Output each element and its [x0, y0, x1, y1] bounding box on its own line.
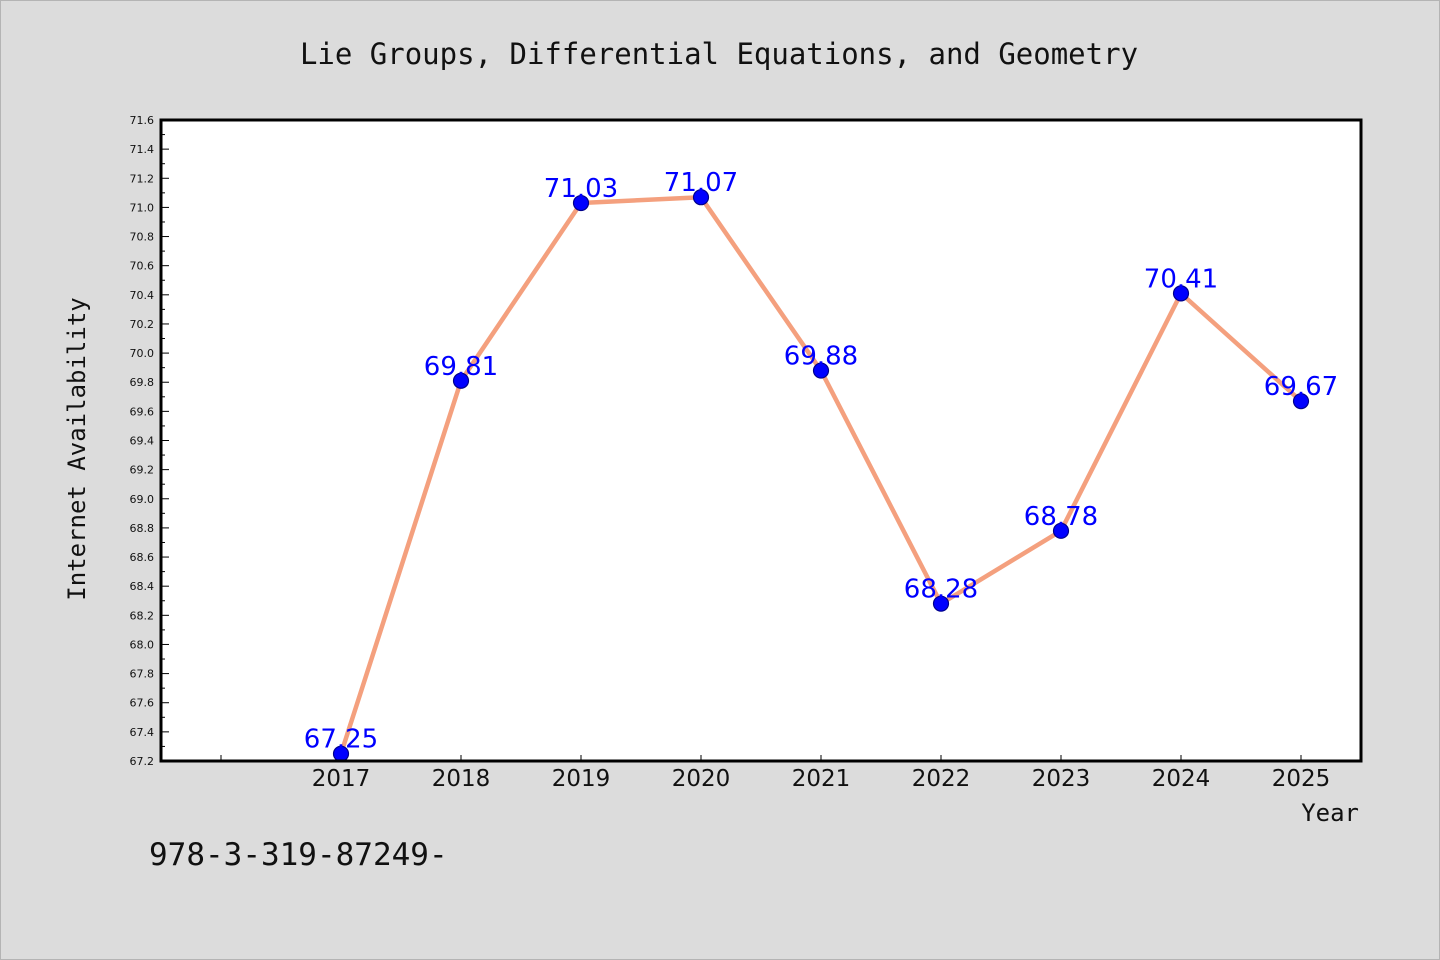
y-tick-label: 67.6: [130, 697, 155, 710]
y-axis: 67.2 67.4 67.6 67.8 68.0 68.2 68.4 68.6 68.8 69.0…: [130, 114, 169, 768]
data-point: [452, 372, 470, 389]
y-tick-label: 68.8: [130, 522, 155, 535]
data-label: 68.28: [904, 575, 978, 605]
data-label: 71.07: [664, 168, 738, 198]
y-tick-label: 71.6: [130, 114, 155, 127]
data-point: [1052, 522, 1070, 539]
y-tick-label: 67.4: [130, 726, 155, 739]
y-tick-label: 67.8: [130, 668, 155, 681]
x-tick-label: 2020: [672, 766, 731, 792]
chart-title: Lie Groups, Differential Equations, and …: [300, 37, 1138, 71]
y-tick-label: 69.2: [130, 464, 155, 477]
x-tick-label: 2021: [792, 766, 851, 792]
data-point: [692, 189, 710, 206]
y-tick-label: 68.2: [130, 609, 155, 622]
data-point: [572, 194, 590, 212]
y-tick-label: 69.8: [130, 376, 155, 389]
data-label: 69.88: [784, 342, 858, 372]
plot-frame: [159, 118, 1363, 763]
x-axis-label: Year: [1301, 799, 1359, 827]
y-tick-label: 70.4: [130, 289, 155, 302]
y-tick-label: 69.0: [130, 493, 155, 506]
x-axis: 2017 2018 2019 2020 2021 2022 2023 2024 2025: [220, 755, 1331, 792]
data-point: [1292, 393, 1310, 410]
y-tick-label: 70.6: [130, 260, 155, 273]
plot-area: [161, 120, 1361, 761]
data-label: 68.78: [1024, 502, 1098, 532]
data-label: 71.03: [544, 174, 618, 204]
y-tick-label: 71.4: [130, 143, 155, 156]
x-tick-label: 2017: [312, 766, 371, 792]
footer-code: 978-3-319-87249-: [149, 837, 448, 873]
y-tick-label: 67.2: [130, 755, 155, 768]
x-tick-label: 2023: [1032, 766, 1091, 792]
data-label: 69.67: [1264, 372, 1338, 402]
data-points: [332, 189, 1310, 762]
y-tick-label: 71.2: [130, 172, 155, 185]
y-axis-label: Internet Availability: [63, 297, 91, 600]
y-tick-label: 70.0: [130, 347, 155, 360]
y-tick-label: 71.0: [130, 201, 155, 214]
data-label: 70.41: [1144, 264, 1218, 294]
y-tick-label: 70.2: [130, 318, 155, 331]
x-tick-label: 2019: [552, 766, 611, 792]
x-tick-label: 2018: [432, 766, 491, 792]
data-label: 67.25: [304, 725, 378, 755]
y-tick-label: 69.4: [130, 435, 155, 448]
data-point: [1172, 285, 1190, 302]
data-point: [812, 362, 830, 379]
y-tick-label: 68.4: [130, 580, 155, 593]
data-point: [932, 595, 950, 612]
y-tick-label: 68.6: [130, 551, 155, 564]
data-label: 69.81: [424, 352, 498, 382]
x-tick-label: 2022: [912, 766, 971, 792]
y-tick-label: 68.0: [130, 638, 155, 651]
y-tick-label: 70.8: [130, 231, 155, 244]
x-tick-label: 2024: [1152, 766, 1211, 792]
x-tick-label: 2025: [1272, 766, 1331, 792]
data-labels: 67.25 69.81 71.03 71.07 69.88 68.28 68.78 70.41…: [304, 168, 1338, 755]
y-tick-label: 69.6: [130, 405, 155, 418]
